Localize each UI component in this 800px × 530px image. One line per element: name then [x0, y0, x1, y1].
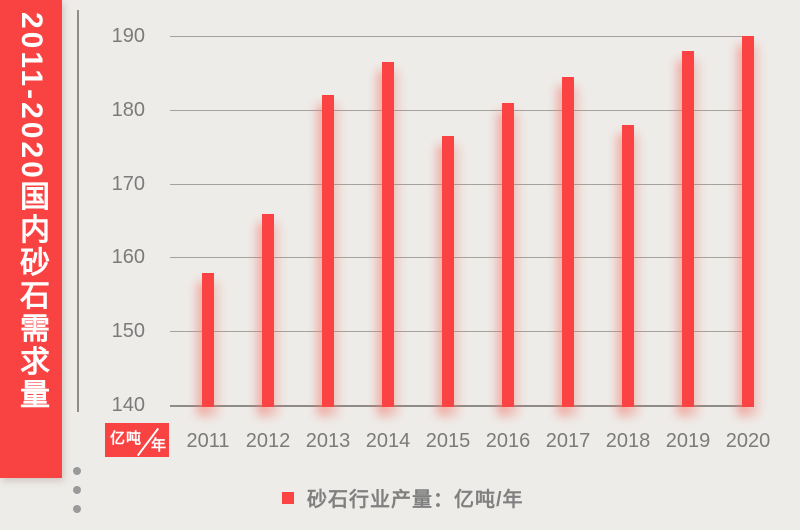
x-axis-label-2015: 2015: [425, 430, 471, 452]
y-axis-label-140: 140: [111, 394, 145, 416]
title-banner: 2011-2020国内砂石需求量: [0, 0, 62, 478]
y-axis-label-150: 150: [111, 320, 145, 343]
chart-legend: 砂石行业产量：亿吨/年: [282, 483, 524, 512]
y-axis-line: [77, 10, 79, 412]
y-axis-label-190: 190: [111, 25, 145, 47]
x-axis-label-2011: 2011: [186, 430, 230, 452]
y-axis-label-180: 180: [111, 98, 145, 121]
bar-2013: [322, 95, 334, 407]
decoration-dot-icon: [73, 505, 81, 513]
bar-2019: [682, 50, 694, 407]
bar-2018: [622, 125, 634, 407]
legend-swatch-icon: [282, 491, 294, 504]
x-axis-label-2014: 2014: [365, 430, 411, 452]
legend-label: 砂石行业产量：亿吨/年: [307, 489, 524, 511]
y-axis-label-160: 160: [111, 246, 145, 269]
y-axis-label-170: 170: [111, 172, 145, 195]
gridline-180: [170, 109, 753, 111]
bar-2014: [382, 61, 394, 407]
gridline-150: [170, 331, 753, 333]
bar-2012: [262, 214, 274, 407]
bar-2015: [442, 136, 454, 407]
bar-2020: [742, 36, 754, 407]
x-axis-label-2018: 2018: [605, 430, 651, 452]
gridline-160: [170, 257, 753, 259]
page-title: 2011-2020国内砂石需求量: [15, 12, 48, 412]
gridline-170: [170, 183, 753, 185]
x-axis-label-2013: 2013: [305, 430, 351, 452]
y-axis-unit-badge: 亿吨 年: [105, 423, 169, 457]
gridline-140: [170, 405, 753, 407]
bar-2017: [562, 76, 574, 407]
bar-2016: [502, 102, 514, 407]
x-axis-label-2012: 2012: [245, 430, 291, 452]
x-axis-label-2016: 2016: [485, 430, 531, 452]
x-axis-label-2020: 2020: [725, 430, 771, 452]
unit-denominator: 年: [150, 437, 166, 454]
x-axis-label-2017: 2017: [545, 430, 591, 452]
decoration-dot-icon: [73, 467, 81, 475]
gridline-190: [170, 36, 753, 37]
decoration-dot-icon: [73, 486, 81, 494]
x-axis-label-2019: 2019: [665, 430, 711, 452]
bar-2011: [202, 273, 214, 407]
unit-numerator: 亿吨: [110, 430, 143, 447]
